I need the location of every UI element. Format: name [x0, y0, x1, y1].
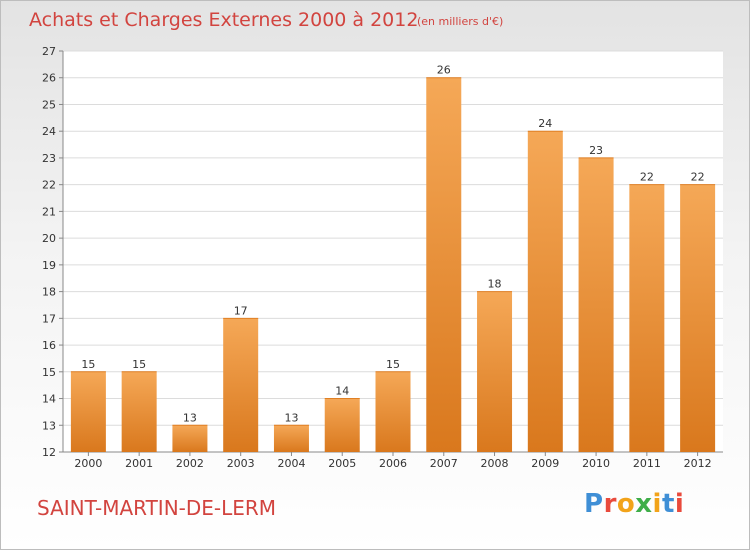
- bar: [527, 131, 563, 452]
- x-tick-label: 2009: [531, 457, 559, 470]
- y-tick-label: 17: [42, 312, 56, 325]
- x-tick-label: 2003: [227, 457, 255, 470]
- bar-value-label: 23: [589, 144, 603, 157]
- y-tick-label: 14: [42, 393, 56, 406]
- x-tick-label: 2007: [430, 457, 458, 470]
- y-tick-label: 24: [42, 125, 56, 138]
- y-tick-label: 18: [42, 286, 56, 299]
- y-tick-label: 15: [42, 366, 56, 379]
- bar: [578, 157, 614, 452]
- x-tick-label: 2005: [328, 457, 356, 470]
- y-tick-label: 12: [42, 446, 56, 459]
- bar-value-label: 15: [386, 358, 400, 371]
- x-tick-label: 2000: [74, 457, 102, 470]
- bar: [223, 318, 259, 452]
- y-tick-label: 13: [42, 419, 56, 432]
- logo-letter: r: [603, 489, 617, 519]
- bars: [70, 77, 716, 452]
- y-tick-label: 19: [42, 259, 56, 272]
- logo-letter: i: [652, 489, 662, 519]
- bar: [375, 371, 411, 452]
- y-tick-label: 25: [42, 98, 56, 111]
- logo-letter: t: [661, 489, 675, 519]
- bar: [121, 371, 157, 452]
- chart-subtitle: (en milliers d'€): [417, 15, 504, 28]
- x-tick-label: 2006: [379, 457, 407, 470]
- y-tick-label: 27: [42, 45, 56, 58]
- bar-value-label: 17: [234, 304, 248, 317]
- bar-value-label: 15: [81, 358, 95, 371]
- y-tick-label: 21: [42, 205, 56, 218]
- bar-value-label: 13: [183, 411, 197, 424]
- bar-value-label: 18: [488, 278, 502, 291]
- logo-letter: P: [584, 489, 604, 519]
- bar: [70, 371, 106, 452]
- x-tick-label: 2010: [582, 457, 610, 470]
- x-tick-label: 2002: [176, 457, 204, 470]
- bar-value-label: 13: [284, 411, 298, 424]
- logo-letter: x: [635, 489, 653, 519]
- y-tick-label: 20: [42, 232, 56, 245]
- labels: 12 13 14 15 16 17 18 19 20 21 22 23 24 25 26 27 15 2000 15…: [42, 45, 712, 470]
- bar: [680, 184, 716, 452]
- bar: [172, 425, 208, 452]
- chart-title: Achats et Charges Externes 2000 à 2012: [29, 9, 419, 31]
- y-tick-label: 23: [42, 152, 56, 165]
- bar-value-label: 22: [640, 171, 654, 184]
- bar: [324, 398, 360, 452]
- y-tick-label: 22: [42, 179, 56, 192]
- y-tick-label: 26: [42, 72, 56, 85]
- bar: [477, 291, 513, 452]
- x-tick-label: 2001: [125, 457, 153, 470]
- proxiti-logo[interactable]: Proxiti: [584, 489, 684, 519]
- y-tick-label: 16: [42, 339, 56, 352]
- bar: [629, 184, 665, 452]
- bar-value-label: 24: [538, 117, 552, 130]
- bar-value-label: 14: [335, 385, 349, 398]
- bar: [273, 425, 309, 452]
- x-tick-label: 2012: [684, 457, 712, 470]
- logo-letter: o: [616, 489, 636, 519]
- commune-name: SAINT-MARTIN-DE-LERM: [37, 496, 277, 520]
- x-tick-label: 2011: [633, 457, 661, 470]
- x-tick-label: 2004: [277, 457, 305, 470]
- x-tick-label: 2008: [481, 457, 509, 470]
- bar-value-label: 22: [691, 171, 705, 184]
- bar-value-label: 15: [132, 358, 146, 371]
- logo-letter: i: [674, 489, 685, 519]
- bar-value-label: 26: [437, 64, 451, 77]
- bar: [426, 77, 462, 452]
